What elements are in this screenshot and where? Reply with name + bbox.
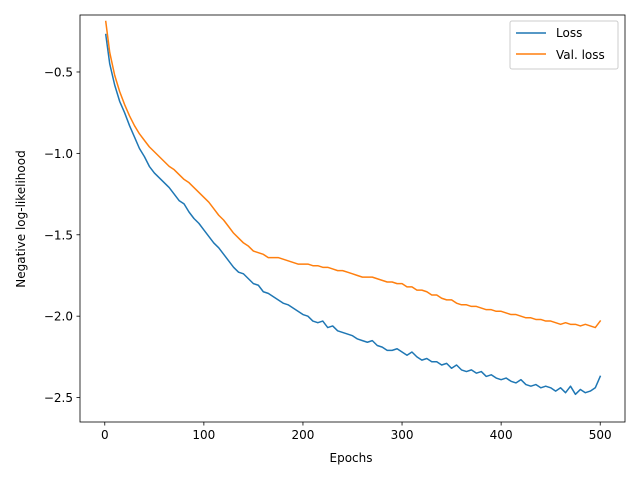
y-tick-label: −1.5 [44, 228, 73, 242]
x-tick-label: 300 [391, 428, 414, 442]
series-layer [104, 20, 602, 396]
legend-label-loss: Loss [556, 26, 582, 40]
legend: Loss Val. loss [509, 20, 619, 70]
x-tick-label: 100 [192, 428, 215, 442]
x-tick-label: 200 [292, 428, 315, 442]
x-axis-label: Epochs [330, 451, 373, 465]
y-tick-label: −0.5 [44, 65, 73, 79]
series-line-loss [104, 33, 602, 396]
legend-label-val-loss: Val. loss [556, 48, 605, 62]
x-tick-label: 500 [589, 428, 612, 442]
ticks-layer: 0 100 200 300 400 500 −2.5 −2.0 −1.5 −1.0 −0.5 [44, 65, 612, 442]
x-tick-label: 400 [490, 428, 513, 442]
plot-frame [79, 14, 626, 423]
y-tick-label: −2.0 [44, 310, 73, 324]
axes-layer [79, 14, 626, 423]
y-tick-label: −2.5 [44, 391, 73, 405]
series-line-val-loss [104, 20, 602, 329]
y-axis-label: Negative log-likelihood [14, 150, 28, 287]
y-tick-label: −1.0 [44, 147, 73, 161]
x-tick-label: 0 [101, 428, 109, 442]
